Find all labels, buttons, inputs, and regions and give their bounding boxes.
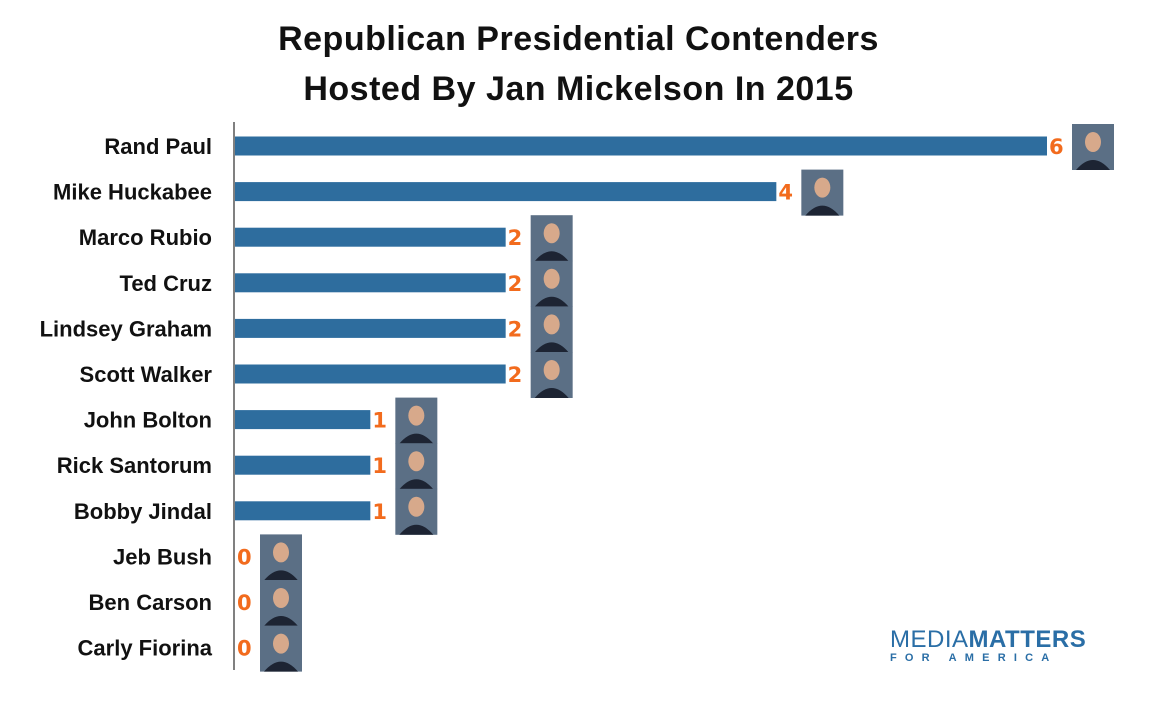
bar-marco-rubio <box>235 227 506 247</box>
value-label-lindsey-graham: 2 <box>508 317 523 341</box>
portrait-mike-huckabee <box>801 169 844 216</box>
logo-text-sub: FOR AMERICA <box>890 652 1058 664</box>
value-label-mike-huckabee: 4 <box>778 181 793 205</box>
value-label-ted-cruz: 2 <box>508 272 523 296</box>
portrait-ted-cruz <box>530 260 573 307</box>
portrait-rick-santorum <box>395 443 438 490</box>
value-label-john-bolton: 1 <box>372 409 387 433</box>
value-label-rick-santorum: 1 <box>372 454 387 478</box>
logo-text-media: MEDIA <box>890 626 969 653</box>
logo-text-matters: MATTERS <box>968 626 1087 653</box>
category-label-carly-fiorina: Carly Fiorina <box>78 636 213 661</box>
portrait-lindsey-graham <box>530 306 573 353</box>
portrait-ben-carson <box>260 580 302 626</box>
portrait-marco-rubio <box>530 215 573 262</box>
portrait-scott-walker <box>530 352 573 398</box>
chart-title-line-1: Republican Presidential Contenders <box>278 20 879 58</box>
category-label-ben-carson: Ben Carson <box>89 590 212 615</box>
category-label-ted-cruz: Ted Cruz <box>120 271 212 296</box>
bar-lindsey-graham <box>235 318 506 338</box>
bar-ted-cruz <box>235 273 506 293</box>
bar-mike-huckabee <box>235 182 777 202</box>
category-label-mike-huckabee: Mike Huckabee <box>53 180 212 205</box>
category-label-marco-rubio: Marco Rubio <box>79 225 212 250</box>
portrait-rand-paul <box>1072 124 1114 170</box>
category-label-john-bolton: John Bolton <box>84 408 212 433</box>
portrait-carly-fiorina <box>260 625 302 672</box>
category-label-lindsey-graham: Lindsey Graham <box>40 316 212 341</box>
portrait-john-bolton <box>395 397 438 444</box>
category-label-bobby-jindal: Bobby Jindal <box>74 499 212 524</box>
bar-scott-walker <box>235 364 506 384</box>
bar-bobby-jindal <box>235 501 371 521</box>
category-label-rand-paul: Rand Paul <box>104 134 212 159</box>
category-label-rick-santorum: Rick Santorum <box>57 453 212 478</box>
portrait-bobby-jindal <box>395 488 438 535</box>
bar-rick-santorum <box>235 455 371 475</box>
value-label-scott-walker: 2 <box>508 363 523 387</box>
category-label-jeb-bush: Jeb Bush <box>113 544 212 569</box>
chart-title-line-2: Hosted By Jan Mickelson In 2015 <box>303 70 854 108</box>
media-matters-logo: MEDIAMATTERS FOR AMERICA <box>890 626 1087 665</box>
bar-john-bolton <box>235 410 371 430</box>
value-label-ben-carson: 0 <box>237 591 252 615</box>
value-label-bobby-jindal: 1 <box>372 500 387 524</box>
category-label-scott-walker: Scott Walker <box>80 362 213 387</box>
portrait-jeb-bush <box>260 534 302 581</box>
bar-rand-paul <box>235 136 1047 156</box>
value-label-carly-fiorina: 0 <box>237 637 252 661</box>
value-label-rand-paul: 6 <box>1049 135 1064 159</box>
value-label-jeb-bush: 0 <box>237 545 252 569</box>
value-label-marco-rubio: 2 <box>508 226 523 250</box>
